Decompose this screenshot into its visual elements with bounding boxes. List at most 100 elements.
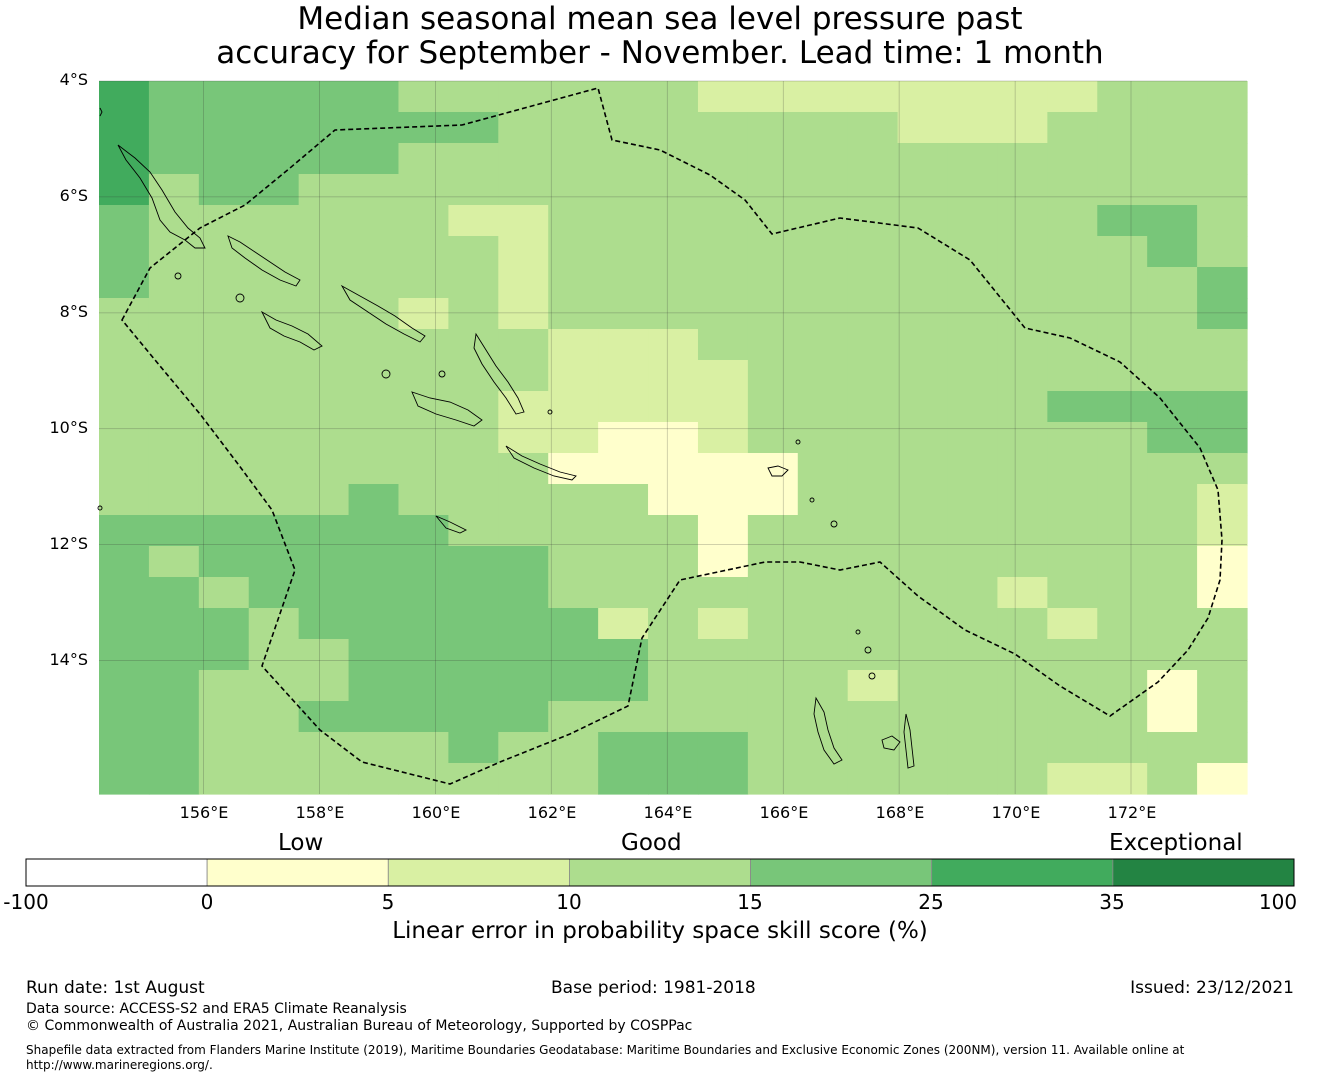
grid-cell [348,515,400,547]
grid-cell [298,205,350,237]
grid-cell [498,81,549,113]
grid-cell [99,546,150,578]
makira-coast [505,445,577,481]
grid-cell [398,577,449,609]
skill-score-grid [99,81,1248,795]
grid-cell [1097,329,1148,361]
grid-cell [697,763,749,795]
grid-cell [498,329,549,361]
grid-cell [1147,732,1198,764]
grid-cell [448,701,499,733]
grid-cell [398,329,449,361]
grid-cell [1047,112,1098,144]
grid-cell [298,577,350,609]
grid-cell [148,453,200,485]
lon-label-156e: 156°E [179,803,229,822]
grid-cell [947,298,999,330]
grid-cell [847,484,899,516]
grid-cell [697,670,749,702]
grid-cell [298,81,350,113]
grid-cell [697,81,749,113]
colorbar-tick-minus100: -100 [3,890,49,914]
grid-cell [448,81,499,113]
colorbar-segment [1112,858,1295,887]
grid-cell [697,484,749,516]
grid-cell [548,763,599,795]
grid-cell [797,422,849,454]
grid-cell [1097,360,1148,392]
grid-cell [99,515,150,547]
grid-cell [1197,732,1248,764]
grid-cell [897,329,949,361]
grid-cell [598,484,649,516]
grid-cell [448,732,499,764]
grid-cell [99,732,150,764]
grid-cell [298,515,350,547]
grid-cell [198,174,250,206]
grid-cell [498,143,549,175]
grid-cell [1197,391,1248,423]
grid-cell [997,143,1048,175]
grid-cell [1047,608,1098,640]
grid-cell [248,112,300,144]
grid-cell [997,515,1048,547]
grid-cell [148,298,200,330]
grid-cell [398,546,449,578]
grid-cell [847,608,899,640]
grid-cell [398,732,449,764]
grid-cell [797,701,849,733]
grid-cell [1097,112,1148,144]
grid-cell [747,763,799,795]
grid-cell [1047,329,1098,361]
colorbar-segment [25,858,208,887]
grid-cell [548,453,599,485]
grid-cell [198,577,250,609]
grid-cell [797,205,849,237]
grid-cell [1097,205,1148,237]
grid-cell [747,236,799,268]
grid-cell [448,329,499,361]
grid-cell [99,360,150,392]
grid-cell [797,577,849,609]
grid-cell [997,112,1048,144]
colorbar-segment [206,858,389,887]
grid-cell [648,174,699,206]
islet-11 [855,629,861,635]
grid-cell [997,577,1048,609]
grid-cell [697,577,749,609]
grid-cell [348,81,400,113]
grid-cell [797,360,849,392]
grid-cell [148,422,200,454]
grid-cell [148,267,200,299]
grid-cell [1047,732,1098,764]
lat-label-8s: 8°S [59,302,88,321]
grid-cell [847,546,899,578]
islet-3 [381,369,391,379]
grid-cell [947,143,999,175]
grid-cell [398,298,449,330]
grid-cell [398,267,449,299]
grid-cell [99,298,150,330]
grid-cell [847,670,899,702]
grid-cell [298,732,350,764]
grid-cell [747,515,799,547]
grid-cell [1097,732,1148,764]
grid-cell [747,205,799,237]
grid-cell [1047,298,1098,330]
grid-cell [1097,608,1148,640]
grid-cell [797,670,849,702]
grid-cell [1047,360,1098,392]
grid-cell [1147,205,1198,237]
grid-cell [1047,391,1098,423]
grid-cell [148,112,200,144]
grid-cell [747,639,799,671]
grid-cell [1197,81,1248,113]
lat-label-12s: 12°S [49,534,88,553]
grid-cell [298,484,350,516]
run-date: Run date: 1st August [26,978,205,998]
colorbar-segment [569,858,751,887]
grid-cell [997,422,1048,454]
island-coastlines [97,107,915,769]
grid-cell [598,205,649,237]
grid-cell [1197,236,1248,268]
